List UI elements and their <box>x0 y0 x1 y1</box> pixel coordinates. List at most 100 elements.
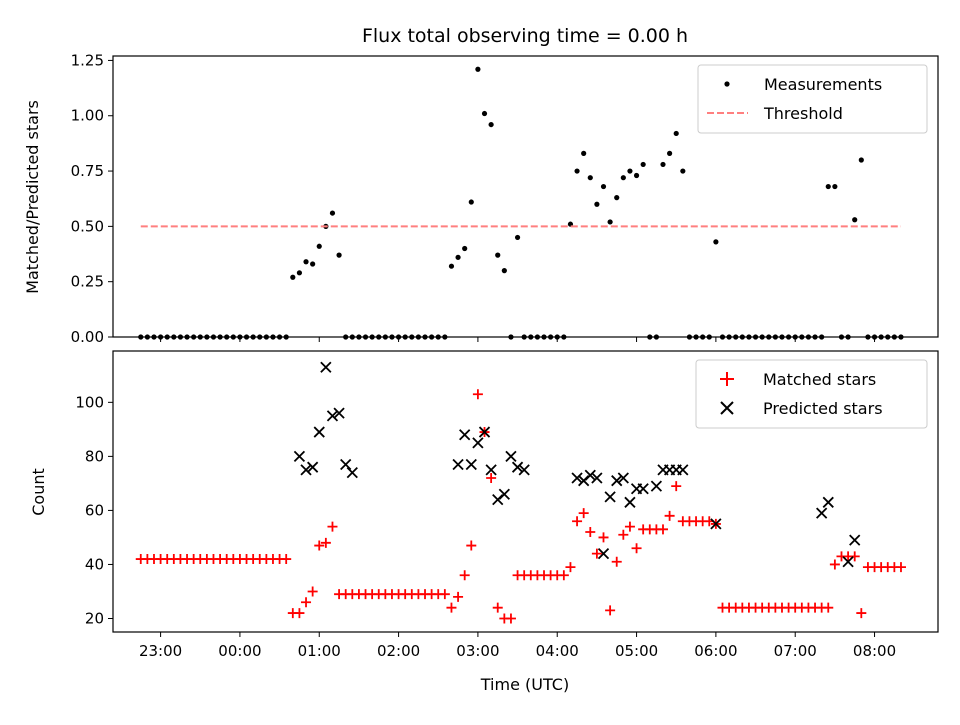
matched-star-point <box>327 521 338 532</box>
predicted-star-point <box>591 472 603 484</box>
y-tick-label: 20 <box>85 609 104 627</box>
matched-star-point <box>281 554 292 565</box>
measurement-point <box>250 334 256 340</box>
x-tick-label: 04:00 <box>536 642 579 660</box>
y-tick-label: 0.25 <box>71 273 104 291</box>
predicted-star-point <box>650 480 663 492</box>
measurement-point <box>660 161 666 168</box>
measurement-point <box>389 334 395 340</box>
predicted-star-point <box>624 496 636 508</box>
matched-star-point <box>472 389 483 400</box>
measurement-point <box>633 172 640 179</box>
measurement-point <box>746 334 752 340</box>
matched-star-point <box>671 481 682 492</box>
predicted-star-point <box>677 464 689 476</box>
measurement-point <box>541 334 547 340</box>
measurement-point <box>885 334 891 340</box>
top-y-axis: 0.00 0.25 0.50 0.75 1.00 1.25 <box>71 51 113 346</box>
predicted-star-point <box>465 458 477 471</box>
predicted-star-point <box>505 450 517 463</box>
predicted-star-point <box>842 556 854 568</box>
predicted-star-point <box>584 469 596 481</box>
y-tick-label: 1.25 <box>71 51 104 69</box>
measurement-point <box>501 268 507 274</box>
measurement-point <box>752 334 759 340</box>
measurement-point <box>362 334 369 340</box>
matched-star-point <box>658 524 668 535</box>
y-tick-label: 80 <box>85 447 104 465</box>
measurement-point <box>548 334 554 340</box>
measurement-point <box>819 334 825 340</box>
measurement-point <box>700 334 706 340</box>
x-tick-label: 23:00 <box>139 642 182 660</box>
matched-star-point <box>605 605 616 616</box>
x-tick-label: 00:00 <box>218 642 261 660</box>
measurement-point <box>376 334 382 340</box>
measurement-point <box>739 334 745 340</box>
x-tick-label: 03:00 <box>456 642 499 660</box>
y-tick-label: 0.75 <box>71 162 104 180</box>
x-tick-label: 06:00 <box>694 642 737 660</box>
y-tick-label: 60 <box>85 501 104 519</box>
measurement-point <box>429 334 435 340</box>
measurement-point <box>343 334 349 340</box>
predicted-star-point <box>637 483 649 495</box>
measurement-point <box>792 334 798 340</box>
measurement-point <box>508 334 514 340</box>
predicted-star-point <box>452 458 464 471</box>
measurement-point <box>257 334 263 340</box>
measurement-point <box>871 334 878 340</box>
predicted-star-point <box>478 426 491 438</box>
matched-star-point <box>572 516 583 527</box>
measurement-point <box>276 334 283 340</box>
predicted-star-point <box>472 437 484 449</box>
predicted-star-point <box>822 496 834 508</box>
measurement-point <box>144 334 150 340</box>
predicted-star-point <box>816 507 828 519</box>
matched-star-point <box>446 602 457 613</box>
measurement-point <box>521 334 527 340</box>
measurement-point <box>528 334 534 340</box>
matched-star-point <box>294 608 305 619</box>
measurement-point <box>627 168 633 174</box>
measurement-point <box>488 121 494 128</box>
matched-star-point <box>439 589 450 600</box>
measurement-point <box>653 334 659 340</box>
measurement-point <box>369 334 375 340</box>
measurement-point <box>455 254 461 260</box>
measurement-point <box>204 334 210 340</box>
legend-threshold-label: Threshold <box>763 104 843 123</box>
measurement-point <box>336 252 342 258</box>
bottom-plot-area <box>135 361 906 624</box>
matched-star-point <box>314 540 325 551</box>
measurement-point <box>858 157 864 163</box>
measurement-point <box>224 334 230 340</box>
predicted-star-point <box>849 534 861 546</box>
predicted-star-point <box>597 548 610 560</box>
measurement-point <box>442 334 448 340</box>
matched-star-point <box>486 472 497 483</box>
x-tick-label: 02:00 <box>377 642 420 660</box>
matched-star-point <box>505 613 516 624</box>
matched-star-point <box>320 537 331 548</box>
matched-star-point <box>856 608 867 619</box>
measurement-point <box>878 334 884 340</box>
y-tick-label: 0.50 <box>71 217 104 235</box>
legend-predicted-marker <box>720 401 734 415</box>
measurement-point <box>184 334 190 340</box>
measurement-point <box>772 334 778 340</box>
measurement-point <box>303 259 309 265</box>
chart-title: Flux total observing time = 0.00 h <box>362 25 688 47</box>
measurement-point <box>686 334 693 340</box>
measurement-point <box>640 161 646 168</box>
matched-star-point <box>611 556 622 567</box>
matched-star-point <box>578 508 589 519</box>
measurement-point <box>310 261 316 267</box>
measurement-point <box>415 334 422 340</box>
measurement-point <box>733 334 739 340</box>
matched-star-point <box>558 570 569 581</box>
measurement-point <box>356 334 362 340</box>
legend-matched-marker <box>720 372 734 386</box>
x-tick-label: 05:00 <box>615 642 658 660</box>
measurement-point <box>594 201 600 207</box>
